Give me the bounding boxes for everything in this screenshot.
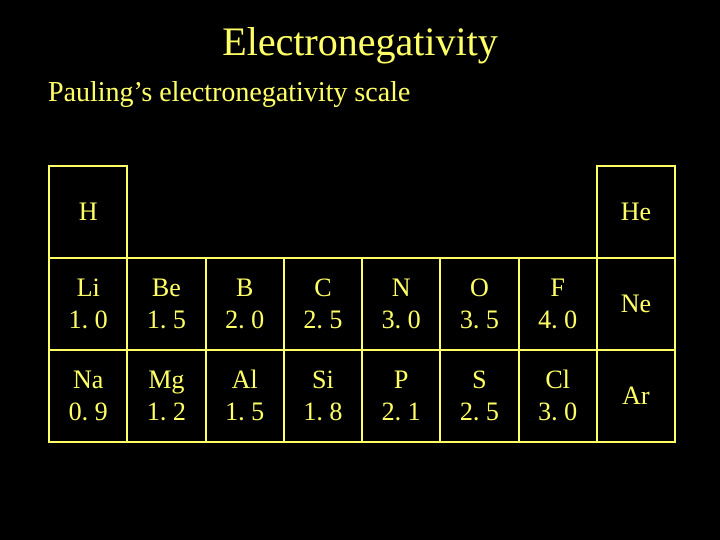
electronegativity-value: 3. 5 (460, 305, 499, 334)
element-symbol: Mg (148, 365, 184, 394)
cell-blank (206, 166, 284, 258)
element-symbol: He (621, 197, 651, 226)
cell-Ne: Ne (597, 258, 675, 350)
cell-B: B 2. 0 (206, 258, 284, 350)
cell-Ar: Ar (597, 350, 675, 442)
element-symbol: Al (232, 365, 258, 394)
cell-N: N 3. 0 (362, 258, 440, 350)
electronegativity-value: 3. 0 (382, 305, 421, 334)
cell-C: C 2. 5 (284, 258, 362, 350)
element-symbol: Si (312, 365, 334, 394)
element-symbol: Li (77, 273, 100, 302)
element-symbol: Be (152, 273, 181, 302)
cell-Mg: Mg 1. 2 (127, 350, 205, 442)
electronegativity-value: 1. 0 (69, 305, 108, 334)
element-symbol: H (79, 197, 98, 226)
cell-F: F 4. 0 (519, 258, 597, 350)
electronegativity-value: 2. 0 (225, 305, 264, 334)
cell-blank (127, 166, 205, 258)
cell-blank (440, 166, 518, 258)
periodic-grid: H He Li 1. 0 Be 1. 5 (48, 165, 676, 443)
cell-S: S 2. 5 (440, 350, 518, 442)
element-symbol: O (470, 273, 489, 302)
cell-Si: Si 1. 8 (284, 350, 362, 442)
cell-Be: Be 1. 5 (127, 258, 205, 350)
cell-Cl: Cl 3. 0 (519, 350, 597, 442)
table-row: Na 0. 9 Mg 1. 2 Al 1. 5 Si 1. 8 P 2. 1 (49, 350, 675, 442)
electronegativity-table: H He Li 1. 0 Be 1. 5 (48, 165, 676, 443)
cell-He: He (597, 166, 675, 258)
cell-blank (284, 166, 362, 258)
cell-P: P 2. 1 (362, 350, 440, 442)
cell-blank (519, 166, 597, 258)
subtitle: Pauling’s electronegativity scale (0, 65, 720, 109)
element-symbol: Ne (621, 289, 651, 318)
element-symbol: N (392, 273, 411, 302)
electronegativity-value: 1. 8 (303, 397, 342, 426)
cell-blank (362, 166, 440, 258)
cell-Al: Al 1. 5 (206, 350, 284, 442)
electronegativity-value: 1. 2 (147, 397, 186, 426)
electronegativity-value: 0. 9 (69, 397, 108, 426)
element-symbol: S (472, 365, 486, 394)
cell-H: H (49, 166, 127, 258)
cell-Li: Li 1. 0 (49, 258, 127, 350)
table-row: Li 1. 0 Be 1. 5 B 2. 0 C 2. 5 N 3. 0 (49, 258, 675, 350)
page-title: Electronegativity (0, 0, 720, 65)
element-symbol: Ar (622, 381, 649, 410)
electronegativity-value: 1. 5 (225, 397, 264, 426)
electronegativity-value: 2. 5 (460, 397, 499, 426)
element-symbol: Cl (545, 365, 570, 394)
electronegativity-value: 2. 1 (382, 397, 421, 426)
element-symbol: B (236, 273, 253, 302)
electronegativity-value: 4. 0 (538, 305, 577, 334)
element-symbol: P (394, 365, 408, 394)
electronegativity-value: 2. 5 (303, 305, 342, 334)
element-symbol: Na (73, 365, 103, 394)
cell-Na: Na 0. 9 (49, 350, 127, 442)
slide: Electronegativity Pauling’s electronegat… (0, 0, 720, 540)
electronegativity-value: 1. 5 (147, 305, 186, 334)
element-symbol: C (314, 273, 331, 302)
table-row: H He (49, 166, 675, 258)
cell-O: O 3. 5 (440, 258, 518, 350)
electronegativity-value: 3. 0 (538, 397, 577, 426)
element-symbol: F (550, 273, 564, 302)
